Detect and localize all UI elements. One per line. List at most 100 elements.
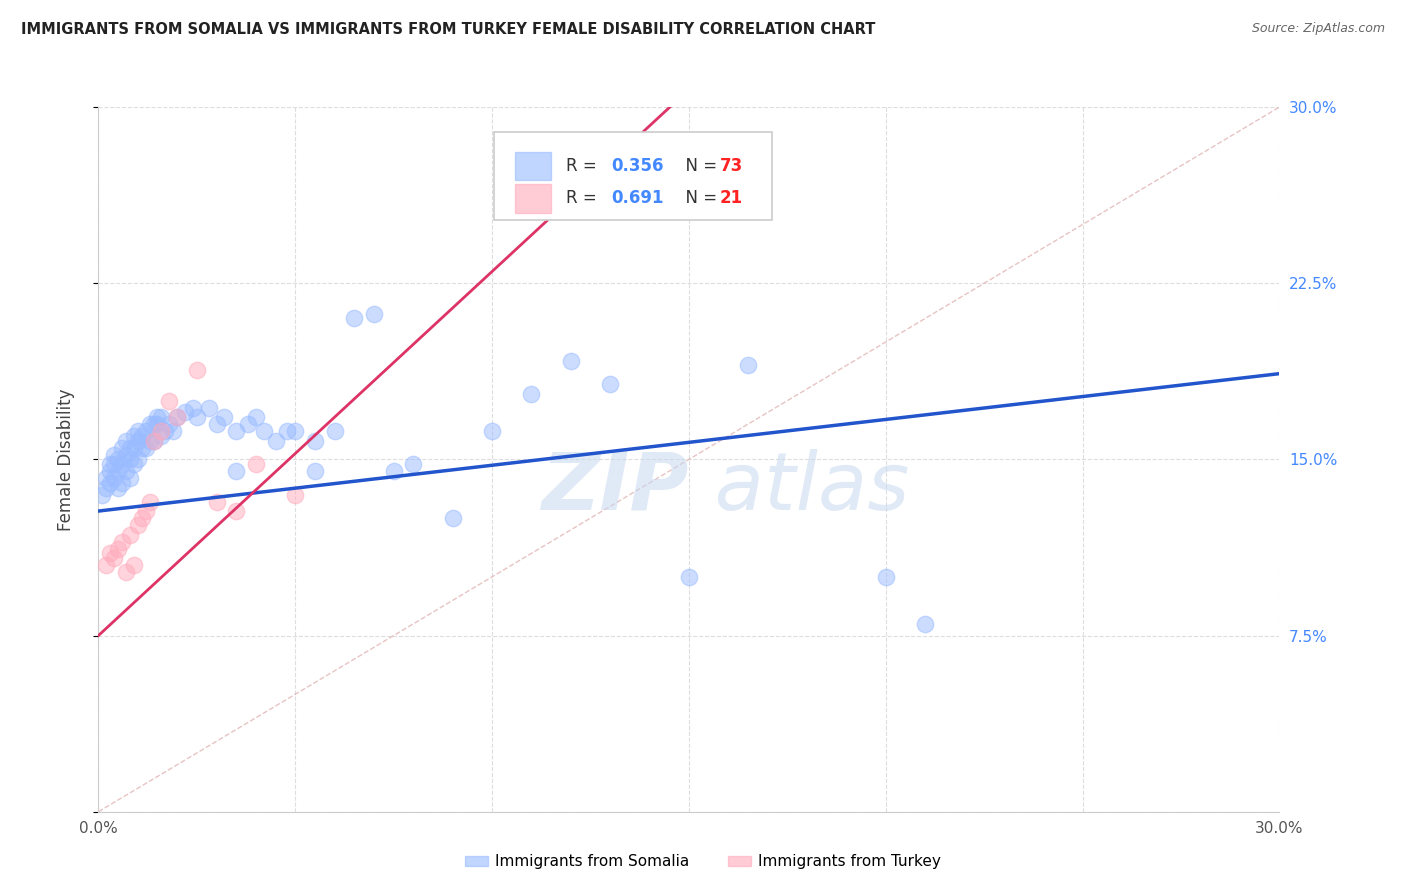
Point	[122, 441, 145, 455]
Point	[186, 410, 208, 425]
Point	[98, 475, 121, 490]
Point	[98, 457, 121, 471]
Point	[107, 464, 129, 478]
Point	[115, 434, 138, 448]
Point	[174, 405, 197, 419]
Point	[122, 558, 145, 573]
Point	[115, 448, 138, 462]
Point	[146, 417, 169, 431]
Point	[118, 452, 141, 467]
Point	[111, 475, 134, 490]
Point	[142, 434, 165, 448]
Point	[520, 386, 543, 401]
Point	[142, 434, 165, 448]
Point	[96, 558, 118, 573]
Point	[166, 410, 188, 425]
Point	[103, 448, 125, 462]
Point	[157, 393, 180, 408]
Point	[122, 429, 145, 443]
Legend: Immigrants from Somalia, Immigrants from Turkey: Immigrants from Somalia, Immigrants from…	[458, 848, 948, 875]
Point	[127, 452, 149, 467]
Point	[111, 534, 134, 549]
Point	[98, 546, 121, 560]
Point	[142, 417, 165, 431]
Point	[441, 511, 464, 525]
Point	[107, 481, 129, 495]
Point	[146, 410, 169, 425]
Point	[127, 434, 149, 448]
Text: 0.691: 0.691	[612, 189, 664, 208]
Point	[103, 471, 125, 485]
Point	[304, 464, 326, 478]
Point	[304, 434, 326, 448]
Point	[131, 511, 153, 525]
Point	[166, 410, 188, 425]
Point	[343, 311, 366, 326]
Text: R =: R =	[567, 189, 602, 208]
Text: 21: 21	[720, 189, 742, 208]
Point	[186, 363, 208, 377]
Point	[284, 424, 307, 438]
Point	[111, 457, 134, 471]
Point	[138, 417, 160, 431]
Point	[205, 494, 228, 508]
Point	[382, 464, 405, 478]
Point	[236, 417, 259, 431]
Text: IMMIGRANTS FROM SOMALIA VS IMMIGRANTS FROM TURKEY FEMALE DISABILITY CORRELATION : IMMIGRANTS FROM SOMALIA VS IMMIGRANTS FR…	[21, 22, 876, 37]
Point	[181, 401, 204, 415]
Point	[481, 424, 503, 438]
Point	[127, 518, 149, 533]
Point	[103, 457, 125, 471]
Point	[245, 457, 267, 471]
Point	[118, 441, 141, 455]
Point	[264, 434, 287, 448]
Point	[155, 424, 177, 438]
Point	[225, 504, 247, 518]
Point	[135, 424, 157, 438]
Point	[253, 424, 276, 438]
Point	[245, 410, 267, 425]
Text: 0.356: 0.356	[612, 157, 664, 175]
Text: atlas: atlas	[689, 449, 910, 526]
Point	[737, 359, 759, 373]
Point	[131, 441, 153, 455]
Point	[205, 417, 228, 431]
Point	[107, 452, 129, 467]
Point	[135, 504, 157, 518]
Point	[402, 457, 425, 471]
Point	[138, 494, 160, 508]
Text: 73: 73	[720, 157, 742, 175]
Point	[284, 487, 307, 501]
Point	[214, 410, 236, 425]
Point	[96, 471, 118, 485]
Point	[107, 541, 129, 556]
Point	[127, 424, 149, 438]
Point	[91, 487, 114, 501]
Point	[135, 441, 157, 455]
Point	[115, 565, 138, 579]
Text: R =: R =	[567, 157, 602, 175]
Point	[103, 551, 125, 566]
Point	[157, 417, 180, 431]
Point	[115, 464, 138, 478]
Point	[131, 429, 153, 443]
Text: ZIP: ZIP	[541, 449, 689, 526]
Point	[138, 434, 160, 448]
Point	[122, 457, 145, 471]
Point	[118, 527, 141, 541]
Point	[678, 570, 700, 584]
Point	[875, 570, 897, 584]
Point	[96, 481, 118, 495]
Point	[162, 424, 184, 438]
Point	[111, 441, 134, 455]
Point	[197, 401, 219, 415]
Point	[560, 353, 582, 368]
Text: Source: ZipAtlas.com: Source: ZipAtlas.com	[1251, 22, 1385, 36]
Point	[225, 424, 247, 438]
Point	[225, 464, 247, 478]
Point	[98, 464, 121, 478]
Point	[323, 424, 346, 438]
Y-axis label: Female Disability: Female Disability	[56, 388, 75, 531]
Point	[914, 616, 936, 631]
FancyBboxPatch shape	[516, 185, 551, 212]
